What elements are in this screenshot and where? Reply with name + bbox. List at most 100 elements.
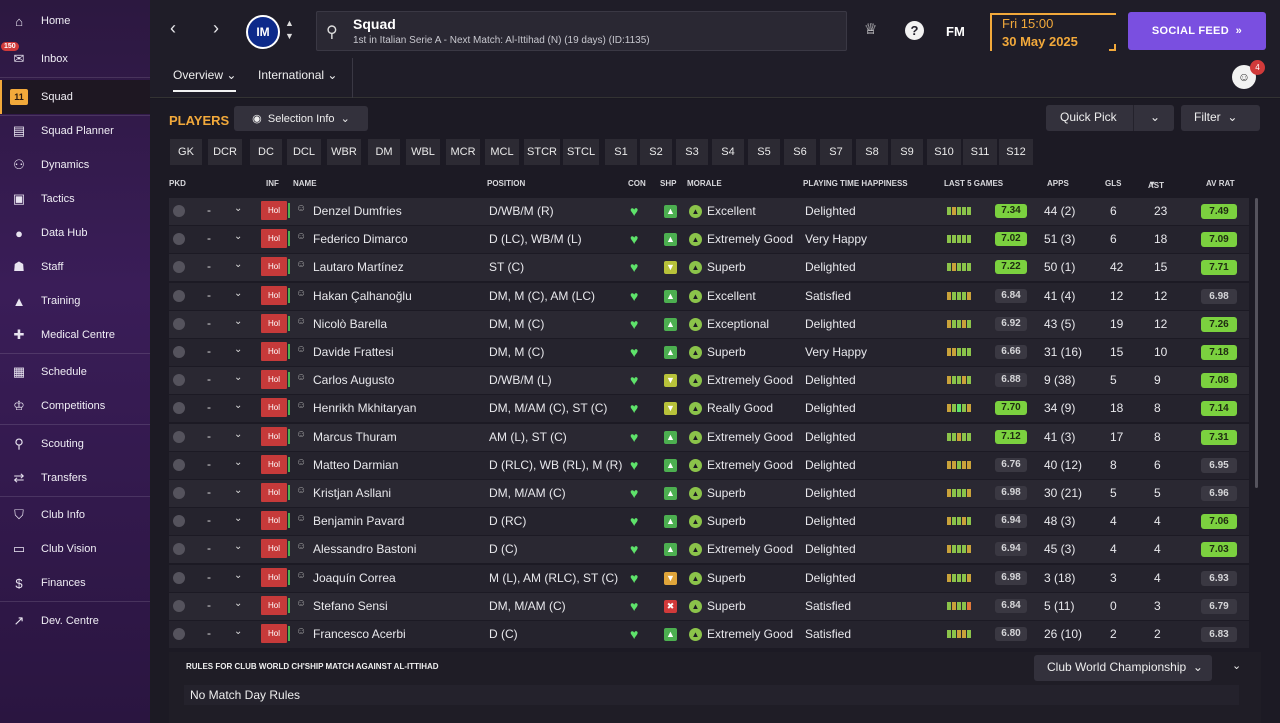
position-filter-wbl[interactable]: WBL — [406, 139, 440, 165]
sidebar-item-tactics[interactable]: ▣ Tactics — [0, 182, 150, 216]
picked-toggle-icon[interactable] — [173, 289, 185, 302]
sidebar-item-home[interactable]: ⌂ Home — [0, 4, 150, 38]
row-menu-chevron-icon[interactable]: ⌄ — [234, 513, 243, 525]
picked-toggle-icon[interactable] — [173, 487, 185, 499]
row-menu-chevron-icon[interactable]: ⌄ — [234, 259, 243, 271]
position-filter-s11[interactable]: S11 — [963, 139, 997, 165]
row-menu-chevron-icon[interactable]: ⌄ — [234, 428, 243, 440]
row-menu-chevron-icon[interactable]: ⌄ — [234, 344, 243, 355]
row-menu-chevron-icon[interactable]: ⌄ — [234, 231, 243, 243]
col-pth[interactable]: PLAYING TIME HAPPINESS — [803, 179, 908, 188]
position-filter-s3[interactable]: S3 — [676, 139, 708, 165]
table-row[interactable]: - ⌄ Hol ☺ Alessandro Bastoni D (C) ♥ ▲ ▲ Extremel… — [169, 536, 1249, 564]
table-row[interactable]: - ⌄ Hol ☺ Marcus Thuram AM (L), ST (C) ♥ ▲ ▲ Extr… — [169, 423, 1249, 451]
sidebar-item-scouting[interactable]: ⚲ Scouting — [0, 427, 150, 461]
picked-toggle-icon[interactable] — [173, 317, 185, 330]
position-filter-s1[interactable]: S1 — [605, 139, 637, 165]
row-menu-chevron-icon[interactable]: ⌄ — [234, 287, 243, 299]
player-name[interactable]: Lautaro Martínez — [313, 260, 404, 275]
sidebar-item-transfers[interactable]: ⇄ Transfers — [0, 461, 150, 495]
back-arrow-icon[interactable]: ‹ — [170, 18, 176, 38]
sidebar-item-club-info[interactable]: ⛉ Club Info — [0, 498, 150, 532]
table-row[interactable]: - ⌄ Hol ☺ Stefano Sensi DM, M/AM (C) ♥ ✖ ▲ Superb… — [169, 592, 1249, 620]
position-filter-gk[interactable]: GK — [170, 139, 202, 165]
col-inf[interactable]: INF — [266, 179, 279, 188]
table-row[interactable]: - ⌄ Hol ☺ Benjamin Pavard D (RC) ♥ ▲ ▲ Superb Deli… — [169, 508, 1249, 536]
position-filter-dcr[interactable]: DCR — [208, 139, 242, 165]
sidebar-item-squad[interactable]: 11 Squad — [0, 80, 150, 114]
position-filter-s9[interactable]: S9 — [891, 139, 923, 165]
col-morale[interactable]: MORALE — [687, 179, 722, 188]
picked-toggle-icon[interactable] — [173, 515, 185, 528]
table-row[interactable]: - ⌄ Hol ☺ Federico Dimarco D (LC), WB/M (L) ♥ ▲… — [169, 226, 1249, 254]
table-row[interactable]: - ⌄ Hol ☺ Lautaro Martínez ST (C) ♥ ▼ ▲ Superb Del… — [169, 254, 1249, 282]
row-menu-chevron-icon[interactable]: ⌄ — [234, 597, 243, 609]
player-name[interactable]: Hakan Çalhanoğlu — [313, 288, 412, 303]
row-menu-chevron-icon[interactable]: ⌄ — [234, 315, 243, 327]
page-search-box[interactable]: ⚲ Squad 1st in Italian Serie A - Next Ma… — [316, 11, 847, 51]
table-row[interactable]: - ⌄ Hol ☺ Kristjan Asllani DM, M/AM (C) ♥ ▲ ▲ Sup… — [169, 480, 1249, 507]
sidebar-item-dev-centre[interactable]: ↗ Dev. Centre — [0, 604, 150, 638]
sidebar-item-staff[interactable]: ☗ Staff — [0, 250, 150, 284]
position-filter-s6[interactable]: S6 — [784, 139, 816, 165]
player-name[interactable]: Matteo Darmian — [313, 457, 399, 472]
game-date[interactable]: Fri 15:00 30 May 2025 — [990, 13, 1116, 51]
sidebar-item-medical-centre[interactable]: ✚ Medical Centre — [0, 318, 150, 352]
sidebar-item-data-hub[interactable]: ● Data Hub — [0, 216, 150, 250]
col-last5[interactable]: LAST 5 GAMES — [944, 179, 1004, 188]
row-menu-chevron-icon[interactable]: ⌄ — [234, 372, 243, 384]
position-filter-stcl[interactable]: STCL — [563, 139, 599, 165]
help-icon[interactable]: ? — [905, 21, 924, 40]
picked-toggle-icon[interactable] — [173, 261, 185, 274]
position-filter-s4[interactable]: S4 — [712, 139, 744, 165]
club-switch-arrows-icon[interactable]: ▲ ▼ — [285, 18, 294, 41]
player-name[interactable]: Stefano Sensi — [313, 598, 388, 613]
col-apps[interactable]: APPS — [1047, 179, 1069, 188]
position-filter-dm[interactable]: DM — [368, 139, 400, 165]
picked-toggle-icon[interactable] — [173, 458, 185, 471]
position-filter-dcl[interactable]: DCL — [287, 139, 321, 165]
table-scrollbar[interactable] — [1255, 198, 1258, 488]
position-filter-s10[interactable]: S10 — [927, 139, 961, 165]
position-filter-s7[interactable]: S7 — [820, 139, 852, 165]
forward-arrow-icon[interactable]: › — [213, 18, 219, 38]
player-name[interactable]: Henrikh Mkhitaryan — [313, 401, 417, 416]
sidebar-item-finances[interactable]: $ Finances — [0, 566, 150, 600]
col-avrat[interactable]: AV RAT — [1206, 179, 1235, 188]
row-menu-chevron-icon[interactable]: ⌄ — [234, 485, 243, 496]
table-row[interactable]: - ⌄ Hol ☺ Davide Frattesi DM, M (C) ♥ ▲ ▲ Superb V… — [169, 339, 1249, 366]
sidebar-item-training[interactable]: ▲ Training — [0, 284, 150, 318]
tab-international[interactable]: International ⌄ — [258, 68, 338, 82]
row-menu-chevron-icon[interactable]: ⌄ — [234, 456, 243, 468]
position-filter-s2[interactable]: S2 — [640, 139, 672, 165]
competition-dropdown[interactable]: Club World Championship ⌄ — [1034, 655, 1212, 681]
social-feed-button[interactable]: SOCIAL FEED » — [1128, 12, 1266, 50]
player-name[interactable]: Davide Frattesi — [313, 345, 394, 359]
table-row[interactable]: - ⌄ Hol ☺ Denzel Dumfries D/WB/M (R) ♥ ▲ ▲ Excell… — [169, 198, 1249, 225]
sidebar-item-squad-planner[interactable]: ▤ Squad Planner — [0, 114, 150, 148]
player-name[interactable]: Denzel Dumfries — [313, 204, 402, 218]
row-menu-chevron-icon[interactable]: ⌄ — [234, 569, 243, 581]
position-filter-s12[interactable]: S12 — [999, 139, 1033, 165]
player-name[interactable]: Alessandro Bastoni — [313, 542, 417, 557]
picked-toggle-icon[interactable] — [173, 205, 185, 217]
collapse-chevron-icon[interactable]: ⌄ — [1232, 660, 1242, 672]
chevron-down-icon[interactable]: ⌄ — [1150, 110, 1161, 124]
row-menu-chevron-icon[interactable]: ⌄ — [234, 626, 243, 637]
picked-toggle-icon[interactable] — [173, 543, 185, 556]
table-row[interactable]: - ⌄ Hol ☺ Hakan Çalhanoğlu DM, M (C), AM (LC)… — [169, 282, 1249, 310]
picked-toggle-icon[interactable] — [173, 346, 185, 358]
player-name[interactable]: Marcus Thuram — [313, 429, 397, 444]
player-name[interactable]: Kristjan Asllani — [313, 486, 392, 500]
tab-overview[interactable]: Overview ⌄ — [173, 68, 237, 92]
table-row[interactable]: - ⌄ Hol ☺ Francesco Acerbi D (C) ♥ ▲ ▲ Extremely … — [169, 621, 1249, 648]
picked-toggle-icon[interactable] — [173, 402, 185, 415]
row-menu-chevron-icon[interactable]: ⌄ — [234, 203, 243, 214]
col-ast[interactable]: AST ▾ — [1148, 179, 1164, 190]
position-filter-mcl[interactable]: MCL — [485, 139, 519, 165]
sidebar-item-inbox[interactable]: ✉ Inbox — [0, 42, 150, 76]
player-name[interactable]: Federico Dimarco — [313, 232, 408, 247]
col-position[interactable]: POSITION — [487, 179, 526, 188]
player-name[interactable]: Benjamin Pavard — [313, 514, 405, 529]
quick-pick-button[interactable]: Quick Pick ⌄ — [1046, 105, 1174, 131]
